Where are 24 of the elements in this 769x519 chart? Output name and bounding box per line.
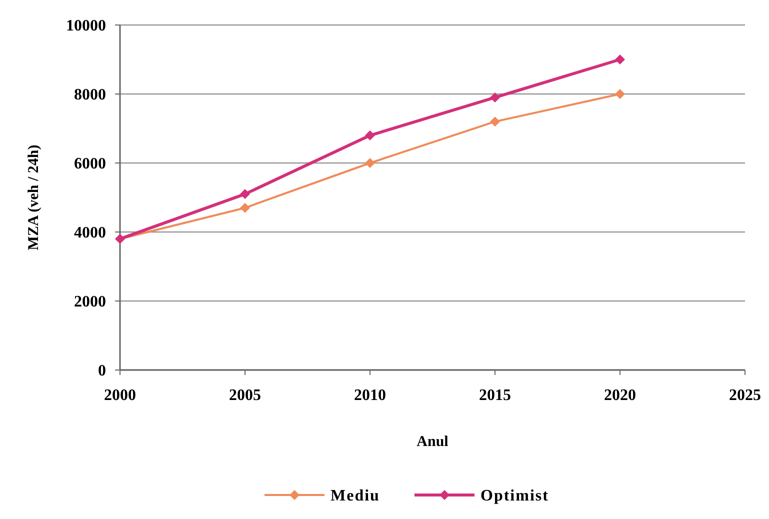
point — [490, 116, 500, 127]
y-tick-label: 8000 — [74, 86, 106, 104]
x-tick-label: 2000 — [104, 387, 136, 404]
y-tick-label: 10000 — [66, 18, 106, 35]
point — [240, 202, 250, 213]
y-axis-title: MZA (veh / 24h) — [26, 144, 42, 250]
legend-label: Optimist — [480, 488, 549, 505]
point — [615, 54, 625, 64]
x-tick-label: 2025 — [729, 387, 761, 404]
point — [365, 158, 375, 168]
y-tick-label: 6000 — [74, 156, 106, 173]
x-tick-label: 2020 — [604, 387, 636, 404]
point — [365, 130, 375, 140]
y-tick-label: 0 — [98, 362, 106, 380]
x-axis-title: Anul — [416, 434, 448, 450]
y-tick-label: 2000 — [74, 294, 106, 311]
y-tick-label: 4000 — [74, 224, 106, 242]
point — [240, 189, 250, 200]
x-tick-label: 2005 — [229, 387, 261, 404]
legend-label: Mediu — [330, 488, 380, 505]
x-tick-label: 2015 — [479, 387, 511, 404]
x-tick-label: 2010 — [354, 387, 386, 404]
point — [615, 89, 625, 99]
point — [490, 92, 500, 102]
